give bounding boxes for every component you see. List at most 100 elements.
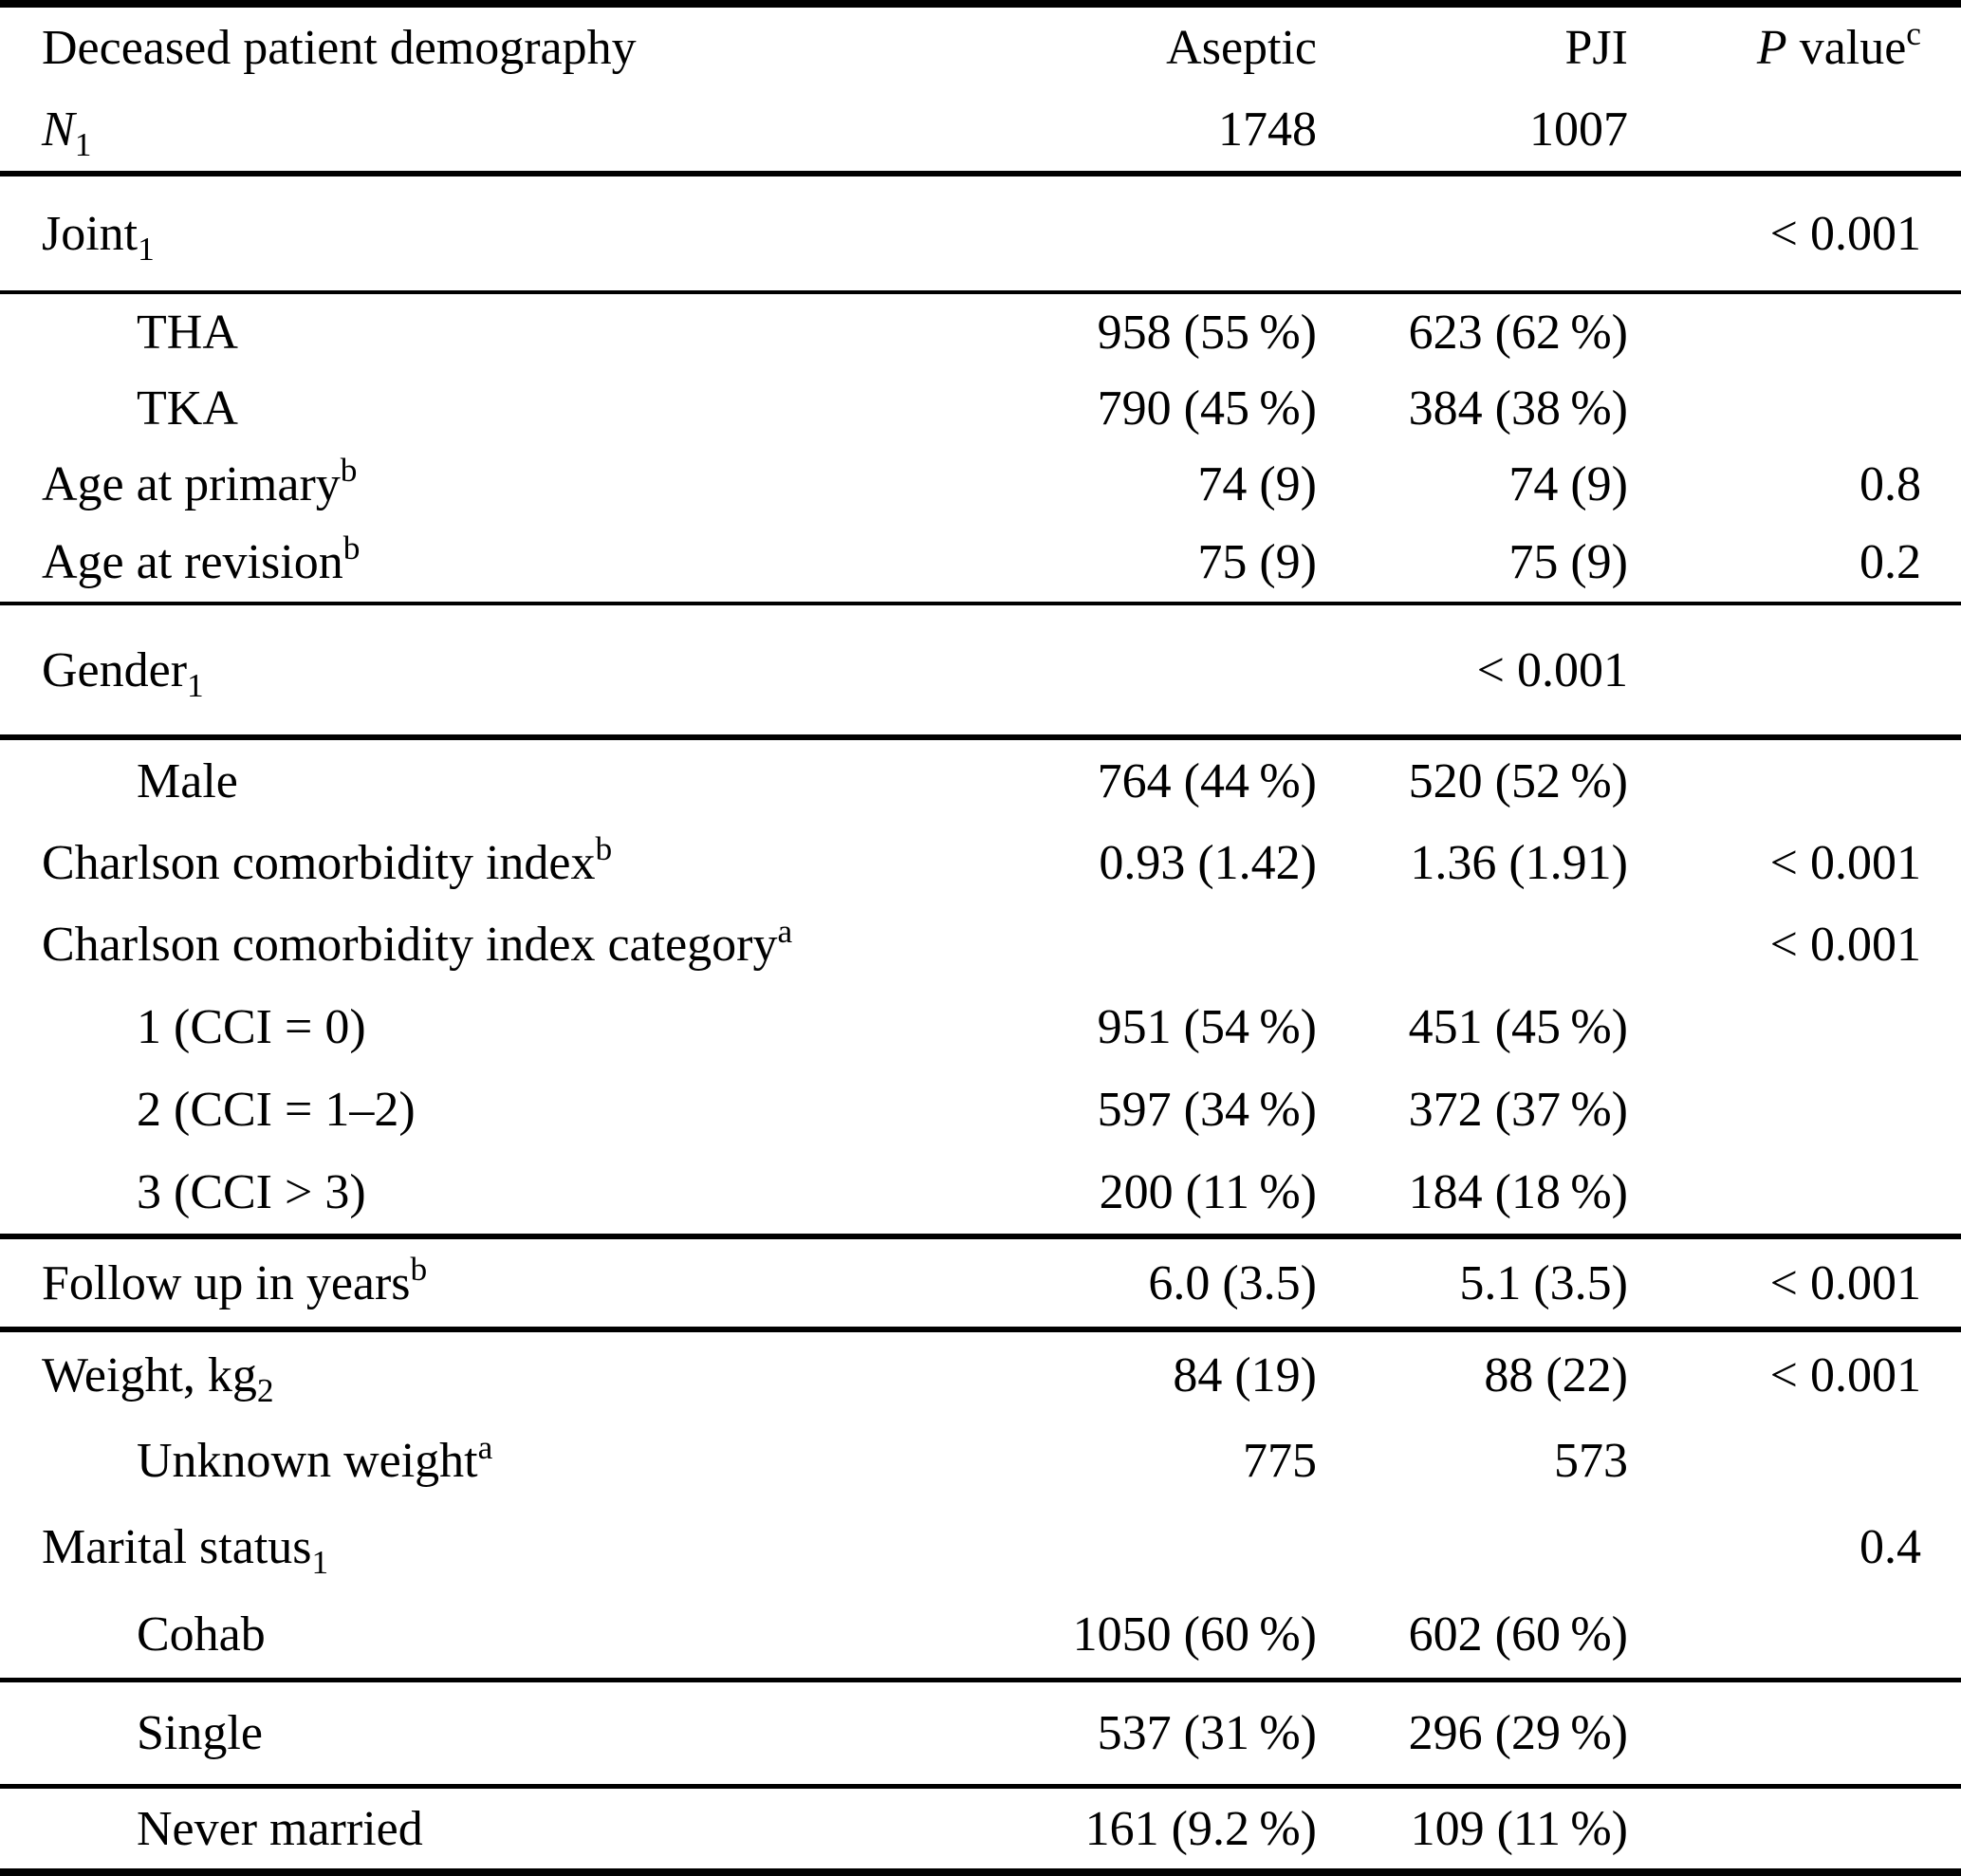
male-c1-cell: Male xyxy=(0,753,949,809)
table-row-age-at-primary: Age at primaryb 74 (9) 74 (9) 0.8 xyxy=(0,446,1961,522)
tka-c1-cell: TKA xyxy=(0,381,949,436)
text: 1 (CCI = 0) xyxy=(137,1000,366,1054)
table-row-marital-status: Marital status1 0.4 xyxy=(0,1504,1961,1590)
header-row-2-c1-cell: N1 xyxy=(0,102,949,163)
superscript: b xyxy=(595,829,613,868)
follow-up-in-years-c3-cell: 5.1 (3.5) xyxy=(1319,1255,1632,1311)
header-row-1-c1-cell: Deceased patient demography xyxy=(0,20,949,76)
tha-c3-cell: 623 (62 %) xyxy=(1319,305,1632,361)
text: Gender xyxy=(42,642,188,697)
text: < 0.001 xyxy=(1769,1255,1921,1310)
text: 5.1 (3.5) xyxy=(1459,1255,1628,1310)
text: 602 (60 %) xyxy=(1408,1607,1628,1662)
header-row-2-c3-cell: 1007 xyxy=(1319,102,1632,158)
weight-kg-c2-cell: 84 (19) xyxy=(949,1347,1319,1403)
superscript: b xyxy=(410,1250,428,1289)
italic-text: N xyxy=(42,102,75,157)
text: < 0.001 xyxy=(1476,642,1628,697)
age-at-revision-c2-cell: 75 (9) xyxy=(949,534,1319,590)
cci-equals-0-c3-cell: 451 (45 %) xyxy=(1319,999,1632,1055)
table-row-header-row-2: N1 1748 1007 xyxy=(0,87,1961,171)
text: Cohab xyxy=(137,1607,266,1662)
table-row-cohab: Cohab 1050 (60 %) 602 (60 %) xyxy=(0,1590,1961,1678)
unknown-weight-c1-cell: Unknown weighta xyxy=(0,1428,949,1489)
cohab-c2-cell: 1050 (60 %) xyxy=(949,1607,1319,1662)
cci-1-2-c1-cell: 2 (CCI = 1–2) xyxy=(0,1082,949,1138)
text: 764 (44 %) xyxy=(1097,753,1317,808)
text: 1007 xyxy=(1529,102,1628,157)
text: 3 (CCI > 3) xyxy=(137,1165,366,1219)
male-c2-cell: 764 (44 %) xyxy=(949,753,1319,809)
text: 84 (19) xyxy=(1173,1347,1317,1402)
charlson-comorbidity-index-c2-cell: 0.93 (1.42) xyxy=(949,835,1319,891)
table-row-male: Male 764 (44 %) 520 (52 %) xyxy=(0,740,1961,822)
text: 6.0 (3.5) xyxy=(1148,1255,1317,1310)
text: 296 (29 %) xyxy=(1408,1706,1628,1760)
section-divider-rule xyxy=(0,734,1961,740)
text: THA xyxy=(137,305,238,360)
text: < 0.001 xyxy=(1769,206,1921,261)
tka-c3-cell: 384 (38 %) xyxy=(1319,381,1632,436)
table-row-age-at-revision: Age at revisionb 75 (9) 75 (9) 0.2 xyxy=(0,522,1961,602)
weight-kg-c1-cell: Weight, kg2 xyxy=(0,1347,949,1409)
table-row-cci-1-2: 2 (CCI = 1–2) 597 (34 %) 372 (37 %) xyxy=(0,1068,1961,1151)
single-c2-cell: 537 (31 %) xyxy=(949,1705,1319,1761)
text: Follow up in years xyxy=(42,1255,411,1310)
age-at-revision-c4-cell: 0.2 xyxy=(1632,534,1961,590)
header-row-1-c3-cell: PJI xyxy=(1319,20,1632,76)
superscript: c xyxy=(1906,14,1921,53)
age-at-revision-c3-cell: 75 (9) xyxy=(1319,534,1632,590)
text: 520 (52 %) xyxy=(1408,753,1628,808)
text: 0.4 xyxy=(1859,1520,1921,1574)
marital-status-c1-cell: Marital status1 xyxy=(0,1519,949,1581)
follow-up-in-years-c2-cell: 6.0 (3.5) xyxy=(949,1255,1319,1311)
table-row-charlson-comorbidity-index-category: Charlson comorbidity index categorya < 0.… xyxy=(0,903,1961,986)
text: Deceased patient demography xyxy=(42,20,637,75)
text: 74 (9) xyxy=(1197,456,1317,511)
text: 2 (CCI = 1–2) xyxy=(137,1083,416,1137)
text: value xyxy=(1786,20,1907,75)
section-divider-rule xyxy=(0,171,1961,176)
text: 537 (31 %) xyxy=(1097,1706,1317,1760)
superscript: a xyxy=(777,911,793,950)
text: 0.8 xyxy=(1859,456,1921,511)
cci-gt-3-c2-cell: 200 (11 %) xyxy=(949,1164,1319,1220)
text: 372 (37 %) xyxy=(1408,1083,1628,1137)
text: Weight, kg xyxy=(42,1347,257,1402)
text: < 0.001 xyxy=(1769,1347,1921,1402)
unknown-weight-c3-cell: 573 xyxy=(1319,1433,1632,1489)
follow-up-in-years-c1-cell: Follow up in yearsb xyxy=(0,1250,949,1311)
table-row-joint: Joint1 < 0.001 xyxy=(0,176,1961,290)
table-top-rule xyxy=(0,0,1961,8)
follow-up-in-years-c4-cell: < 0.001 xyxy=(1632,1255,1961,1311)
section-divider-rule xyxy=(0,602,1961,605)
cci-equals-0-c1-cell: 1 (CCI = 0) xyxy=(0,999,949,1055)
text: 75 (9) xyxy=(1508,534,1628,589)
charlson-comorbidity-index-category-c4-cell: < 0.001 xyxy=(1632,917,1961,973)
section-divider-rule xyxy=(0,1327,1961,1332)
table-row-never-married: Never married 161 (9.2 %) 109 (11 %) xyxy=(0,1789,1961,1868)
header-row-1-c4-cell: P valuec xyxy=(1632,14,1961,76)
text: Charlson comorbidity index category xyxy=(42,918,778,972)
header-row-1-c2-cell: Aseptic xyxy=(949,20,1319,76)
subscript: 1 xyxy=(138,229,155,268)
text: 161 (9.2 %) xyxy=(1084,1801,1317,1856)
weight-kg-c4-cell: < 0.001 xyxy=(1632,1347,1961,1403)
text: 1050 (60 %) xyxy=(1072,1607,1317,1662)
text: < 0.001 xyxy=(1769,918,1921,972)
superscript: a xyxy=(477,1427,493,1466)
text: PJI xyxy=(1564,20,1628,75)
text: 0.93 (1.42) xyxy=(1099,835,1317,890)
text: Marital status xyxy=(42,1520,312,1574)
charlson-comorbidity-index-c1-cell: Charlson comorbidity indexb xyxy=(0,829,949,891)
text: 74 (9) xyxy=(1508,456,1628,511)
subscript: 1 xyxy=(74,124,92,163)
unknown-weight-c2-cell: 775 xyxy=(949,1433,1319,1489)
table-row-gender: Gender1 < 0.001 xyxy=(0,605,1961,734)
cci-1-2-c2-cell: 597 (34 %) xyxy=(949,1082,1319,1138)
table-row-single: Single 537 (31 %) 296 (29 %) xyxy=(0,1682,1961,1784)
table-row-follow-up-in-years: Follow up in yearsb 6.0 (3.5) 5.1 (3.5) < 0… xyxy=(0,1239,1961,1327)
text: 451 (45 %) xyxy=(1408,1000,1628,1054)
section-divider-rule xyxy=(0,1784,1961,1789)
subscript: 2 xyxy=(256,1370,274,1409)
